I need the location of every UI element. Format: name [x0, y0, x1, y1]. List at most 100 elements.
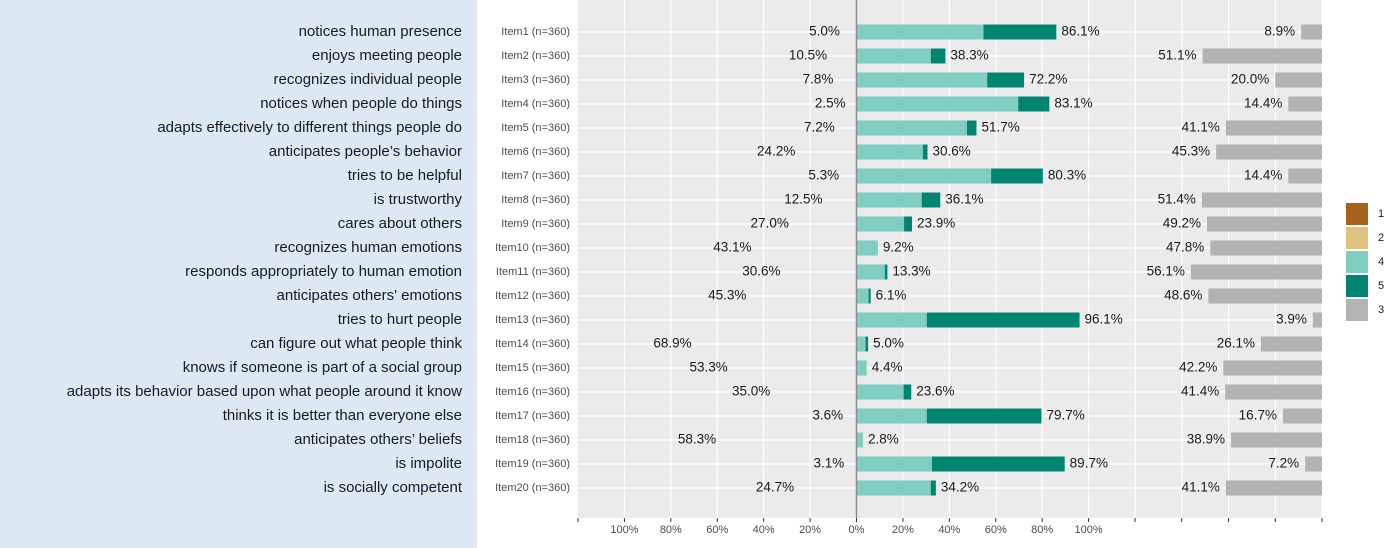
item-description: anticipates others’ beliefs	[294, 431, 462, 448]
bar-segment	[903, 384, 912, 400]
high-total-label: 23.9%	[917, 216, 955, 231]
high-total-label: 96.1%	[1085, 312, 1123, 327]
bar-segment	[921, 192, 941, 208]
item-description: anticipates people’s behavior	[269, 143, 462, 160]
low-total-label: 24.7%	[756, 480, 794, 495]
low-total-label: 58.3%	[678, 432, 716, 447]
neutral-total-label: 48.6%	[1164, 288, 1202, 303]
bar-segment	[1312, 312, 1322, 328]
bar-segment	[856, 240, 878, 256]
neutral-total-label: 41.4%	[1181, 384, 1219, 399]
bar-segment	[856, 72, 988, 88]
bar-segment	[856, 96, 1019, 112]
low-total-label: 24.2%	[757, 144, 795, 159]
item-description: adapts its behavior based upon what peop…	[67, 383, 462, 400]
high-total-label: 30.6%	[933, 144, 971, 159]
item-label: Item11 (n=360)	[496, 266, 570, 278]
item-label: Item4 (n=360)	[501, 98, 570, 110]
x-tick-label: 80%	[1031, 524, 1053, 536]
legend-swatch	[1346, 251, 1368, 273]
bar-segment	[904, 216, 912, 232]
low-total-label: 5.0%	[809, 24, 840, 39]
item-description: enjoys meeting people	[312, 47, 462, 64]
legend-label: 4	[1378, 256, 1384, 268]
item-label: Item1 (n=360)	[501, 26, 570, 38]
legend-swatch	[1346, 275, 1368, 297]
neutral-total-label: 51.4%	[1158, 192, 1196, 207]
item-description: responds appropriately to human emotion	[185, 263, 462, 280]
bar-segment	[1190, 264, 1322, 280]
bar-segment	[1288, 168, 1322, 184]
item-label: Item5 (n=360)	[501, 122, 570, 134]
high-total-label: 5.0%	[873, 336, 904, 351]
high-total-label: 6.1%	[876, 288, 907, 303]
neutral-total-label: 7.2%	[1268, 456, 1299, 471]
bar-segment	[1282, 408, 1322, 424]
item-label: Item13 (n=360)	[495, 314, 570, 326]
bar-segment	[856, 312, 927, 328]
high-total-label: 38.3%	[950, 48, 988, 63]
item-description: tries to hurt people	[338, 311, 462, 328]
bar-segment	[1223, 360, 1322, 376]
low-total-label: 3.1%	[814, 456, 845, 471]
high-total-label: 79.7%	[1046, 408, 1084, 423]
bar-segment	[1275, 72, 1322, 88]
item-description: can figure out what people think	[250, 335, 462, 352]
high-total-label: 80.3%	[1048, 168, 1086, 183]
x-tick-label: 100%	[610, 524, 638, 536]
x-tick-label: 40%	[753, 524, 775, 536]
high-total-label: 86.1%	[1061, 24, 1099, 39]
neutral-total-label: 16.7%	[1239, 408, 1277, 423]
legend-swatch	[1346, 227, 1368, 249]
bar-segment	[856, 48, 931, 64]
item-label: Item8 (n=360)	[501, 194, 570, 206]
bar-segment	[1202, 48, 1322, 64]
bar-segment	[868, 288, 871, 304]
legend-label: 1	[1378, 208, 1384, 220]
neutral-total-label: 42.2%	[1179, 360, 1217, 375]
bar-segment	[856, 216, 905, 232]
x-tick-label: 80%	[660, 524, 682, 536]
item-label: Item10 (n=360)	[495, 242, 570, 254]
low-total-label: 27.0%	[751, 216, 789, 231]
item-label: Item6 (n=360)	[501, 146, 570, 158]
bar-segment	[966, 120, 977, 136]
item-label: Item18 (n=360)	[495, 434, 570, 446]
bar-segment	[856, 456, 932, 472]
low-total-label: 35.0%	[732, 384, 770, 399]
bar-segment	[856, 168, 992, 184]
bar-segment	[856, 336, 866, 352]
high-total-label: 83.1%	[1054, 96, 1092, 111]
x-tick-label: 60%	[706, 524, 728, 536]
bar-segment	[856, 144, 923, 160]
low-total-label: 5.3%	[808, 168, 839, 183]
high-total-label: 23.6%	[916, 384, 954, 399]
high-total-label: 89.7%	[1070, 456, 1108, 471]
bar-segment	[1288, 96, 1322, 112]
item-label: Item2 (n=360)	[501, 50, 570, 62]
bar-segment	[1206, 216, 1322, 232]
bar-segment	[884, 264, 888, 280]
x-tick-label: 0%	[849, 524, 865, 536]
item-description: is socially competent	[324, 479, 463, 496]
item-label: Item15 (n=360)	[495, 362, 570, 374]
bar-segment	[856, 264, 885, 280]
bar-segment	[856, 24, 984, 40]
neutral-total-label: 56.1%	[1147, 264, 1185, 279]
item-description: notices when people do things	[260, 95, 462, 112]
bar-segment	[1225, 480, 1322, 496]
item-description: knows if someone is part of a social gro…	[183, 359, 462, 376]
item-description: cares about others	[338, 215, 462, 232]
legend-swatch	[1346, 299, 1368, 321]
bar-segment	[1231, 432, 1322, 448]
item-label: Item16 (n=360)	[495, 386, 570, 398]
high-total-label: 4.4%	[872, 360, 903, 375]
bar-segment	[1225, 384, 1322, 400]
bar-segment	[856, 384, 904, 400]
neutral-total-label: 14.4%	[1244, 96, 1282, 111]
item-description: thinks it is better than everyone else	[223, 407, 462, 424]
bar-segment	[1260, 336, 1322, 352]
neutral-total-label: 8.9%	[1264, 24, 1295, 39]
item-description: is impolite	[395, 455, 462, 472]
item-label: Item7 (n=360)	[501, 170, 570, 182]
